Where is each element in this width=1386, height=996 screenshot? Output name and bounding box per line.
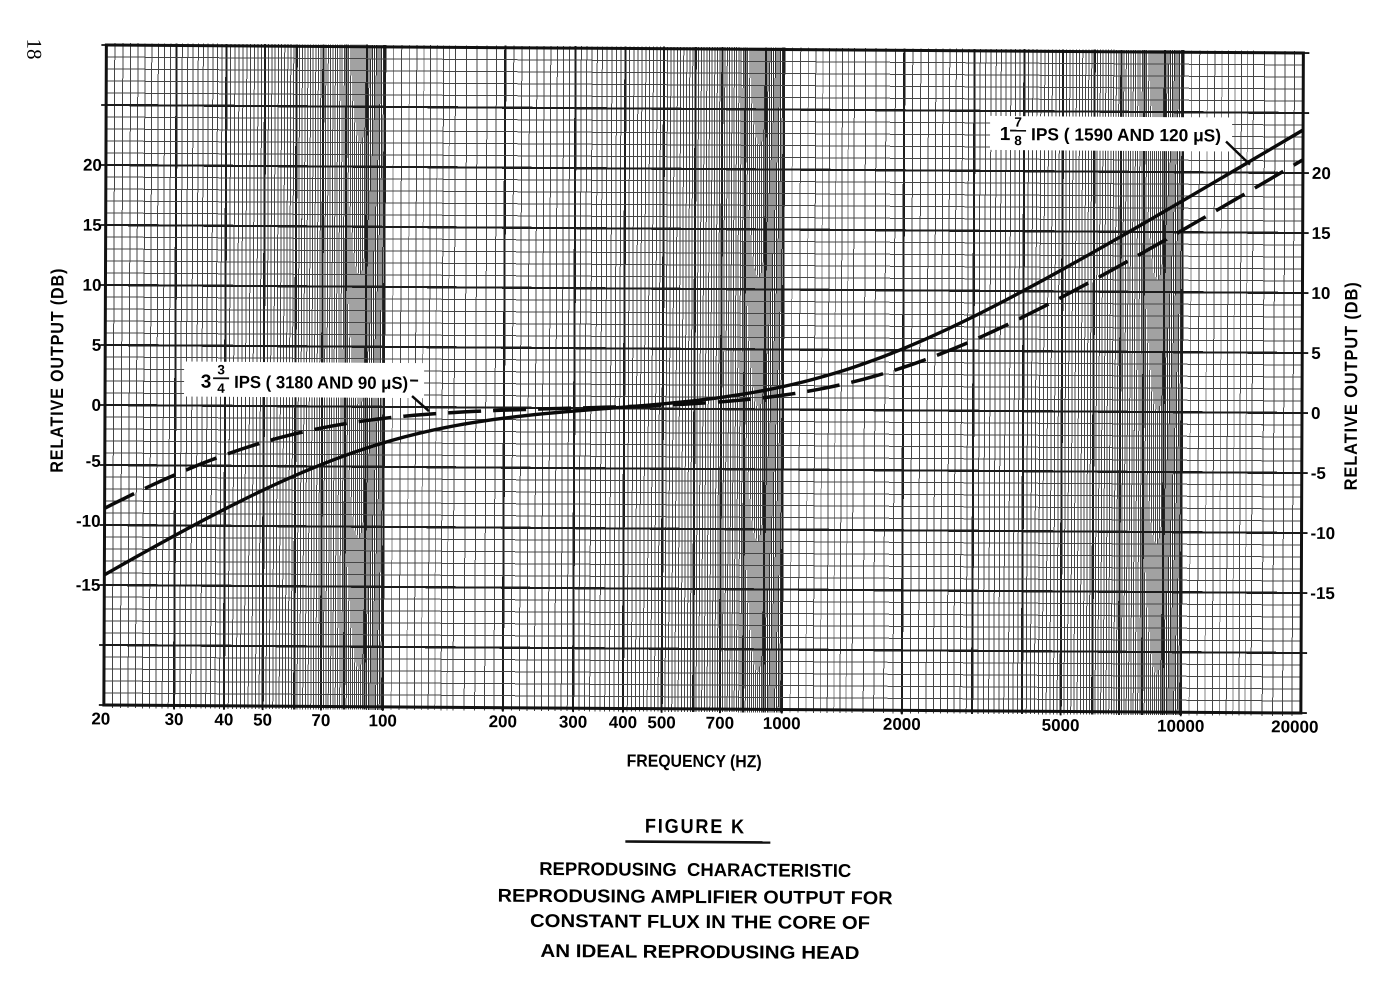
svg-text:18: 18 [22,38,46,59]
svg-text:CONSTANT FLUX IN THE CORE OF: CONSTANT FLUX IN THE CORE OF [530,910,870,933]
svg-text:FIGURE K: FIGURE K [645,816,746,839]
svg-text:FREQUENCY (HZ): FREQUENCY (HZ) [627,751,762,772]
svg-text:1: 1 [1000,124,1011,145]
svg-text:-15: -15 [76,576,101,595]
svg-text:30: 30 [165,710,184,729]
svg-text:50: 50 [253,711,272,730]
svg-text:200: 200 [489,712,517,731]
svg-text:5: 5 [1311,344,1321,363]
svg-text:-5: -5 [86,452,101,471]
svg-text:70: 70 [311,711,330,730]
svg-text:7: 7 [1014,115,1022,130]
svg-text:3: 3 [201,372,212,393]
svg-text:15: 15 [1312,224,1331,243]
svg-text:8: 8 [1014,133,1022,148]
svg-text:10: 10 [1311,284,1330,303]
svg-text:-10: -10 [1311,524,1336,543]
svg-text:2000: 2000 [883,715,921,734]
svg-text:400: 400 [609,713,637,732]
svg-text:20: 20 [1312,164,1331,183]
svg-text:-15: -15 [1310,584,1335,603]
svg-text:700: 700 [706,714,734,733]
svg-text:5: 5 [92,336,102,355]
svg-text:-10: -10 [76,512,101,531]
svg-text:40: 40 [214,710,233,729]
svg-text:4: 4 [217,381,225,396]
svg-text:20: 20 [91,709,110,728]
svg-text:IPS ( 3180 AND 90 μS): IPS ( 3180 AND 90 μS) [234,372,408,393]
svg-text:20000: 20000 [1271,717,1318,736]
svg-text:300: 300 [559,713,587,732]
svg-text:10000: 10000 [1157,717,1204,736]
svg-text:RELATIVE OUTPUT (DB): RELATIVE OUTPUT (DB) [1341,281,1362,490]
svg-text:500: 500 [647,713,675,732]
svg-text:RELATIVE OUTPUT (DB): RELATIVE OUTPUT (DB) [47,268,68,473]
svg-text:15: 15 [83,216,102,235]
svg-text:AN IDEAL REPRODUSING HEAD: AN IDEAL REPRODUSING HEAD [540,940,859,963]
svg-text:20: 20 [83,156,102,175]
svg-text:-5: -5 [1311,464,1326,483]
svg-text:IPS ( 1590 AND 120 μS): IPS ( 1590 AND 120 μS) [1031,124,1221,145]
svg-text:0: 0 [91,396,101,415]
svg-text:REPRODUSING AMPLIFIER OUTPUT F: REPRODUSING AMPLIFIER OUTPUT FOR [498,885,893,909]
svg-text:1000: 1000 [763,714,801,733]
svg-text:0: 0 [1311,404,1321,423]
svg-text:10: 10 [82,276,101,295]
svg-text:5000: 5000 [1042,716,1080,735]
svg-text:100: 100 [368,711,396,730]
svg-text:3: 3 [217,362,225,377]
svg-text:REPRODUSING CHARACTERISTIC: REPRODUSING CHARACTERISTIC [539,858,851,881]
